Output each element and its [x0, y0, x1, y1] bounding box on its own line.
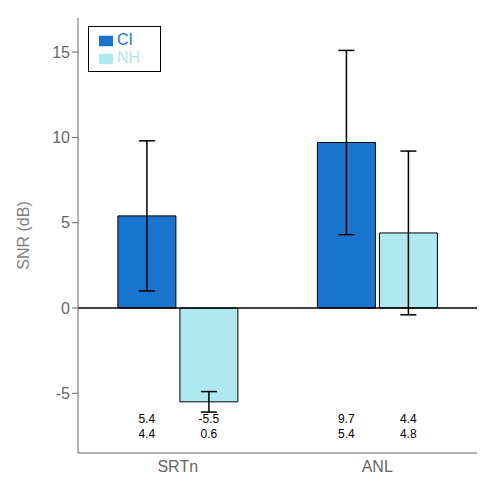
svg-text:0.6: 0.6: [201, 427, 218, 441]
svg-text:9.7: 9.7: [338, 412, 355, 426]
svg-text:SRTn: SRTn: [157, 458, 198, 475]
svg-text:15: 15: [52, 44, 70, 61]
svg-text:5.4: 5.4: [338, 427, 355, 441]
svg-text:0: 0: [61, 300, 70, 317]
svg-text:ANL: ANL: [362, 458, 393, 475]
svg-text:4.8: 4.8: [400, 427, 417, 441]
svg-text:4.4: 4.4: [400, 412, 417, 426]
svg-text:10: 10: [52, 129, 70, 146]
html-text:NH: NH: [117, 49, 141, 66]
html-text:CI: CI: [117, 31, 133, 48]
svg-text:5.4: 5.4: [139, 412, 156, 426]
svg-text:5: 5: [61, 214, 70, 231]
svg-text:4.4: 4.4: [139, 427, 156, 441]
svg-text:SNR (dB): SNR (dB): [15, 201, 32, 269]
svg-text:-5: -5: [56, 385, 70, 402]
svg-text:-5.5: -5.5: [199, 412, 220, 426]
